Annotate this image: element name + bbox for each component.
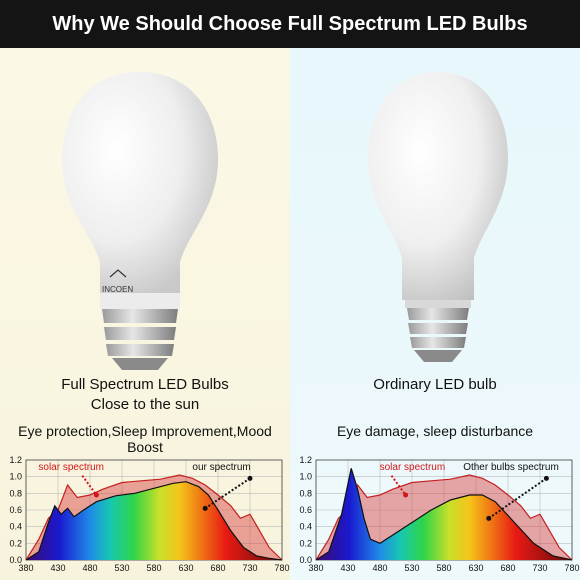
x-tick-label: 580 (146, 563, 161, 573)
y-tick-label: 0.4 (299, 522, 312, 532)
x-tick-label: 730 (532, 563, 547, 573)
bulb-pointer (204, 477, 251, 510)
bulb-pointer-dot (202, 505, 208, 511)
x-tick-label: 580 (436, 563, 451, 573)
y-tick-label: 0.8 (9, 488, 22, 498)
y-tick-label: 0.8 (299, 488, 312, 498)
x-tick-label: 430 (340, 563, 355, 573)
y-tick-label: 0.2 (299, 538, 312, 548)
solar-pointer-dot (403, 492, 409, 498)
brand-logo-text: INCOEN (102, 285, 133, 294)
x-tick-label: 480 (372, 563, 387, 573)
bulb-pointer-dot (486, 515, 492, 521)
solar-pointer (81, 475, 98, 496)
full-spectrum-caption-2: Close to the sun (90, 396, 200, 413)
bulb-spectrum-annotation: Other bulbs spectrum (463, 462, 559, 473)
bulb-spectrum-line (25, 481, 283, 561)
title-banner: Why We Should Choose Full Spectrum LED B… (0, 0, 580, 48)
x-tick-label: 680 (210, 563, 225, 573)
y-tick-label: 0.6 (299, 505, 312, 515)
ordinary-bulb-panel: Ordinary LED bulb Eye damage, sleep dist… (290, 48, 580, 580)
solar-spectrum-line (25, 474, 283, 561)
x-tick-label: 680 (500, 563, 515, 573)
x-tick-label: 780 (564, 563, 579, 573)
x-tick-label: 430 (50, 563, 65, 573)
solar-spectrum-annotation: solar spectrum (380, 462, 446, 473)
full-spectrum-benefits: Eye protection,Sleep Improvement,Mood Bo… (18, 423, 272, 455)
full-spectrum-bulb-image: INCOEN (62, 72, 218, 370)
y-tick-label: 1.0 (299, 472, 312, 482)
x-tick-label: 380 (18, 563, 33, 573)
x-tick-label: 730 (242, 563, 257, 573)
full-spectrum-caption-1: Full Spectrum LED Bulbs (61, 376, 229, 393)
y-tick-label: 1.2 (9, 455, 22, 465)
bulb-pointer-dot (543, 475, 549, 481)
y-tick-label: 1.2 (299, 455, 312, 465)
full-spectrum-panel: INCOEN Full Spectrum LED Bulbs Close to … (0, 48, 290, 580)
bulb-spectrum-line (315, 468, 573, 561)
y-tick-label: 1.0 (9, 472, 22, 482)
x-tick-label: 530 (114, 563, 129, 573)
solar-pointer-dot (93, 492, 99, 498)
solar-spectrum-annotation: solar spectrum (38, 462, 104, 473)
ordinary-bulb-caption: Ordinary LED bulb (373, 376, 497, 393)
x-tick-label: 380 (308, 563, 323, 573)
house-logo-icon (109, 269, 127, 278)
x-tick-label: 780 (274, 563, 289, 573)
bulb-spectrum-annotation: our spectrum (192, 462, 250, 473)
y-tick-label: 0.4 (9, 522, 22, 532)
bulb-pointer-dot (247, 475, 253, 481)
banner-title: Why We Should Choose Full Spectrum LED B… (52, 12, 528, 35)
bulb-spectrum-area (26, 481, 282, 560)
x-tick-label: 480 (82, 563, 97, 573)
x-tick-label: 630 (468, 563, 483, 573)
ordinary-bulb-drawbacks: Eye damage, sleep disturbance (336, 423, 534, 439)
bulb-spectrum-area (316, 468, 572, 560)
y-tick-label: 0.2 (9, 538, 22, 548)
x-tick-label: 630 (178, 563, 193, 573)
x-tick-label: 530 (404, 563, 419, 573)
ordinary-bulb-image (368, 72, 508, 362)
y-tick-label: 0.0 (299, 555, 312, 565)
y-tick-label: 0.6 (9, 505, 22, 515)
y-tick-label: 0.0 (9, 555, 22, 565)
